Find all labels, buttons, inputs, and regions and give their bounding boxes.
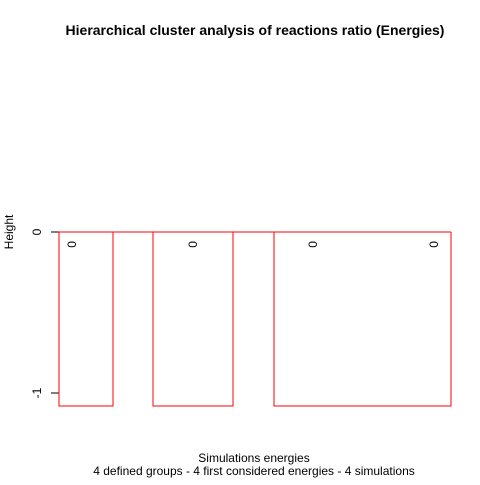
y-axis: 0 -1 (30, 228, 60, 398)
leaf-label: 0 (427, 241, 441, 248)
y-tick-label: -1 (30, 387, 44, 398)
cluster-box (273, 232, 452, 407)
leaf-label: 0 (186, 241, 200, 248)
y-tick-label: 0 (30, 228, 44, 235)
leaf-label: 0 (306, 241, 320, 248)
leaf-labels: 0 0 0 0 (65, 241, 441, 248)
cluster-box (152, 232, 234, 407)
cluster-box (58, 232, 114, 407)
x-axis-subtitle: 4 defined groups - 4 first considered en… (93, 464, 415, 478)
y-axis-label: Height (2, 214, 16, 249)
cluster-boxes (58, 231, 452, 407)
chart-title: Hierarchical cluster analysis of reactio… (66, 22, 445, 38)
x-axis-label: Simulations energies (198, 451, 309, 465)
leaf-label: 0 (65, 241, 79, 248)
